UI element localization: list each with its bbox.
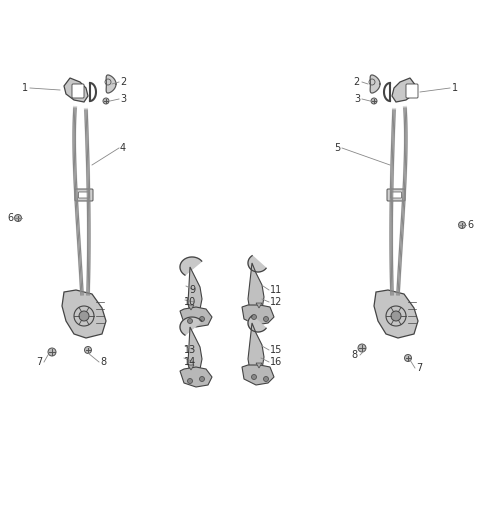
- Polygon shape: [248, 316, 266, 332]
- Polygon shape: [62, 290, 106, 338]
- Circle shape: [405, 354, 411, 361]
- Text: 15: 15: [270, 345, 282, 355]
- Circle shape: [391, 311, 401, 321]
- Circle shape: [200, 316, 204, 322]
- Circle shape: [252, 374, 256, 379]
- Text: 2: 2: [354, 77, 360, 87]
- Text: 1: 1: [452, 83, 458, 93]
- Text: 14: 14: [184, 357, 196, 367]
- Polygon shape: [180, 307, 212, 327]
- Circle shape: [264, 316, 268, 322]
- Polygon shape: [180, 257, 202, 275]
- Circle shape: [358, 344, 366, 352]
- Text: 7: 7: [416, 363, 422, 373]
- FancyBboxPatch shape: [72, 84, 84, 98]
- Text: 16: 16: [270, 357, 282, 367]
- Polygon shape: [188, 305, 194, 310]
- FancyBboxPatch shape: [79, 192, 89, 198]
- FancyBboxPatch shape: [391, 192, 401, 198]
- Text: 4: 4: [120, 143, 126, 153]
- Polygon shape: [242, 305, 274, 325]
- Text: 2: 2: [120, 77, 126, 87]
- Circle shape: [188, 378, 192, 383]
- Text: 3: 3: [120, 94, 126, 104]
- Polygon shape: [370, 75, 380, 93]
- Polygon shape: [188, 365, 194, 370]
- Circle shape: [252, 314, 256, 319]
- Text: 6: 6: [7, 213, 13, 223]
- Polygon shape: [106, 75, 116, 93]
- Polygon shape: [188, 327, 202, 375]
- Text: 8: 8: [352, 350, 358, 360]
- Circle shape: [200, 376, 204, 381]
- Polygon shape: [392, 78, 416, 102]
- Circle shape: [371, 98, 377, 104]
- Text: 7: 7: [36, 357, 42, 367]
- Polygon shape: [374, 290, 418, 338]
- Polygon shape: [242, 365, 274, 385]
- Text: 9: 9: [190, 285, 196, 295]
- Text: 6: 6: [467, 220, 473, 230]
- Circle shape: [188, 318, 192, 324]
- Circle shape: [14, 215, 22, 222]
- Polygon shape: [248, 323, 264, 375]
- Circle shape: [84, 347, 92, 353]
- Polygon shape: [180, 367, 212, 387]
- Text: 1: 1: [22, 83, 28, 93]
- FancyBboxPatch shape: [75, 189, 93, 201]
- Circle shape: [458, 222, 466, 228]
- Text: 12: 12: [270, 297, 282, 307]
- Circle shape: [103, 98, 109, 104]
- FancyBboxPatch shape: [406, 84, 418, 98]
- Polygon shape: [180, 317, 202, 335]
- Text: 5: 5: [334, 143, 340, 153]
- Circle shape: [264, 376, 268, 381]
- Polygon shape: [248, 263, 264, 315]
- Text: 13: 13: [184, 345, 196, 355]
- Polygon shape: [64, 78, 88, 102]
- Polygon shape: [256, 363, 262, 368]
- Circle shape: [79, 311, 89, 321]
- Text: 8: 8: [100, 357, 106, 367]
- Polygon shape: [256, 303, 262, 308]
- Polygon shape: [248, 255, 266, 272]
- Text: 11: 11: [270, 285, 282, 295]
- Text: 3: 3: [354, 94, 360, 104]
- Text: 10: 10: [184, 297, 196, 307]
- FancyBboxPatch shape: [387, 189, 405, 201]
- Polygon shape: [188, 267, 202, 315]
- Circle shape: [48, 348, 56, 356]
